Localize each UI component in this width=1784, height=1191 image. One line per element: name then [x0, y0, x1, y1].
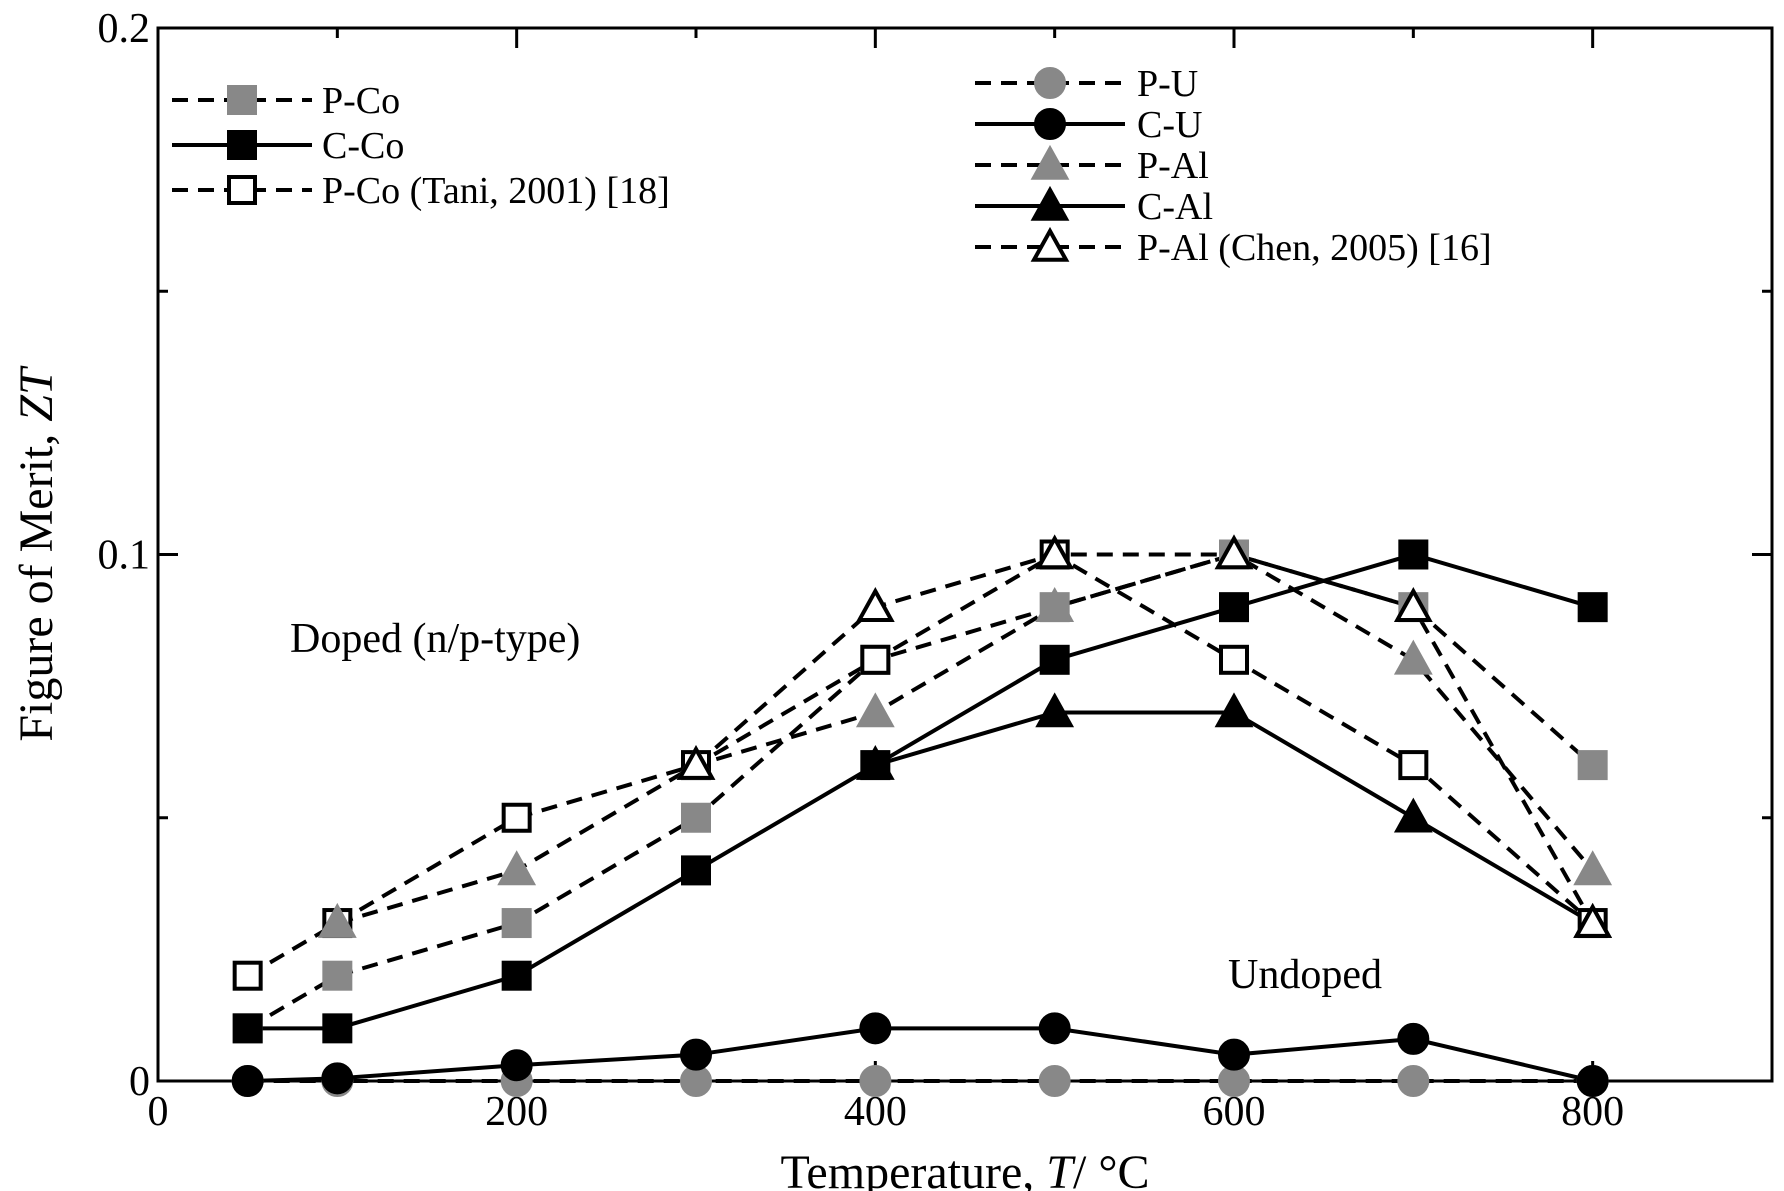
point-c-u	[680, 1038, 712, 1071]
point-p-u	[1038, 1065, 1071, 1097]
point-p-al	[1035, 587, 1075, 622]
legend-label-c-al: C-Al	[1137, 186, 1213, 228]
point-p-al-chen-2005-16	[855, 587, 895, 622]
point-p-al-chen-2005-16	[1393, 587, 1433, 622]
point-c-u	[321, 1062, 354, 1095]
legend-label-p-co: P-Co	[322, 80, 400, 122]
point-p-al	[317, 902, 357, 938]
point-p-co	[322, 960, 353, 991]
point-p-al	[497, 850, 537, 886]
legend-marker-c-al	[1030, 185, 1070, 221]
point-c-al	[1035, 692, 1075, 728]
point-p-co-tani-2001-18	[232, 960, 263, 991]
point-c-co	[322, 1013, 353, 1044]
annotation-doped: Doped (n/p-type)	[290, 616, 580, 662]
point-c-al	[1214, 692, 1254, 728]
point-c-co	[1219, 592, 1249, 623]
legend-label-p-al-chen-2005-16: P-Al (Chen, 2005) [16]	[1137, 227, 1492, 269]
point-c-u	[1397, 1022, 1430, 1055]
point-p-al	[855, 692, 895, 728]
y-axis-title: Figure of Merit, ZT	[10, 365, 63, 742]
series-line-c-u	[247, 1026, 1594, 1083]
point-c-u	[1576, 1065, 1609, 1097]
point-c-u	[1038, 1012, 1071, 1045]
point-c-u	[231, 1065, 264, 1097]
point-p-al-chen-2005-16	[1214, 534, 1254, 570]
legend-label-c-u: C-U	[1137, 104, 1202, 146]
point-p-u	[680, 1065, 712, 1097]
series-markers	[231, 534, 1613, 1097]
point-c-co	[681, 855, 711, 886]
legend: P-CoC-CoP-Co (Tani, 2001) [18]P-UC-UP-Al…	[172, 63, 1492, 269]
y-tick-label: 0	[129, 1059, 150, 1105]
point-p-al-chen-2005-16	[676, 744, 716, 780]
point-p-co	[501, 908, 532, 939]
series-line-p-al	[336, 552, 1595, 925]
point-p-al	[1393, 639, 1433, 675]
point-p-al-chen-2005-16	[1035, 534, 1075, 570]
point-p-u	[1397, 1065, 1430, 1097]
x-tick-label: 0	[148, 1089, 169, 1135]
legend-marker-p-co-tani-2001-18	[227, 175, 257, 205]
point-p-co-tani-2001-18	[501, 802, 532, 833]
point-c-co	[1577, 592, 1608, 623]
point-p-co-tani-2001-18	[1398, 750, 1429, 781]
point-p-al	[1573, 850, 1613, 886]
point-c-u	[859, 1012, 892, 1045]
legend-label-c-co: C-Co	[322, 125, 404, 167]
y-tick-label: 0.1	[98, 533, 151, 579]
point-c-co	[1398, 539, 1429, 570]
series-line-p-al-chen-2005-16	[694, 552, 1595, 925]
legend-label-p-co-tani-2001-18: P-Co (Tani, 2001) [18]	[322, 170, 670, 212]
point-c-u	[500, 1049, 533, 1082]
series-line-c-al	[874, 710, 1594, 925]
point-p-u	[1218, 1065, 1250, 1097]
legend-label-p-u: P-U	[1137, 63, 1198, 105]
annotation-undoped: Undoped	[1228, 952, 1382, 998]
point-c-al	[855, 744, 895, 780]
point-p-u	[859, 1065, 892, 1097]
point-p-co	[1577, 750, 1608, 781]
point-c-al	[1393, 797, 1433, 833]
legend-marker-p-co	[227, 85, 257, 115]
point-p-co	[681, 802, 711, 833]
legend-marker-p-al	[1030, 144, 1070, 180]
point-p-co-tani-2001-18	[1219, 644, 1249, 675]
legend-marker-p-al-chen-2005-16	[1030, 226, 1070, 262]
point-c-co	[1039, 644, 1070, 675]
point-c-co	[501, 960, 532, 991]
point-p-co-tani-2001-18	[860, 644, 891, 675]
y-tick-label: 0.2	[98, 6, 151, 52]
legend-label-p-al: P-Al	[1137, 145, 1209, 187]
legend-marker-p-u	[1034, 67, 1066, 99]
x-axis-title: Temperature, T/ °C	[780, 1146, 1149, 1191]
legend-marker-c-co	[227, 130, 257, 160]
point-p-al-chen-2005-16	[1573, 902, 1613, 938]
legend-marker-c-u	[1034, 108, 1066, 140]
point-c-u	[1218, 1038, 1250, 1071]
point-c-co	[232, 1013, 263, 1044]
